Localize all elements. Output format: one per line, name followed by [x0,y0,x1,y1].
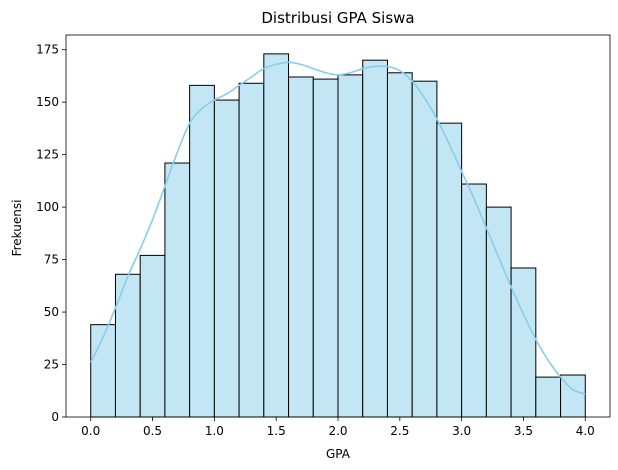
histogram-bars [90,53,586,418]
y-tick-label: 50 [44,305,59,319]
y-axis-label: Frekuensi [10,200,24,257]
y-tick-label: 150 [36,95,59,109]
histogram-bar [337,74,364,418]
histogram-bar [288,76,314,418]
kde-curve [90,61,586,395]
histogram-bar [386,72,413,418]
histogram-bar [263,53,290,418]
histogram-bar [312,78,339,418]
x-tick-label: 4.0 [576,424,595,438]
histogram-bar [362,59,388,418]
histogram-bar [411,80,438,418]
x-tick-label: 1.5 [267,424,286,438]
histogram-bar [213,99,240,418]
histogram-bar [114,273,141,418]
x-tick-label: 3.0 [452,424,471,438]
histogram-bar [90,324,116,418]
histogram-bar [238,82,265,418]
histogram-bar [461,183,487,418]
y-tick-label: 175 [36,43,59,57]
histogram-bar [139,254,166,418]
histogram-bar [535,376,562,418]
x-tick-label: 2.5 [390,424,409,438]
x-tick-label: 0.0 [81,424,100,438]
y-tick-label: 125 [36,148,59,162]
y-tick-label: 100 [36,200,59,214]
y-axis-ticks: 0 25 50 75 100 125 150 175 [36,43,66,424]
histogram-bar [436,122,463,418]
x-axis-ticks: 0.0 0.5 1.0 1.5 2.0 2.5 3.0 3.5 4.0 [81,417,595,438]
x-tick-label: 0.5 [143,424,162,438]
histogram-bar [164,162,191,418]
x-tick-label: 1.0 [205,424,224,438]
chart-title: Distribusi GPA Siswa [261,9,414,27]
x-tick-label: 3.5 [514,424,533,438]
kde-curve-group [90,61,586,395]
x-tick-label: 2.0 [328,424,347,438]
histogram-bar [510,267,537,418]
x-axis-label: GPA [326,447,351,461]
y-tick-label: 25 [44,358,59,372]
y-tick-label: 75 [44,253,59,267]
y-tick-label: 0 [51,410,59,424]
histogram-bar [189,84,215,418]
